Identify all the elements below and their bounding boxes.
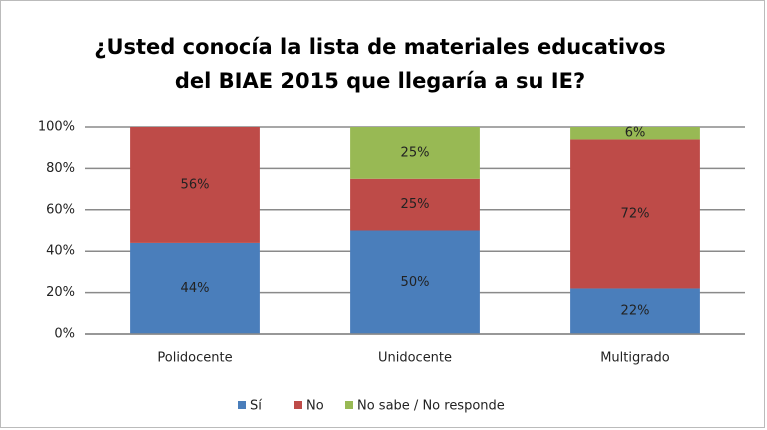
- x-tick-label: Multigrado: [600, 351, 670, 366]
- legend-swatch: [238, 401, 246, 409]
- y-tick-label: 20%: [46, 285, 75, 300]
- data-label: 50%: [401, 275, 430, 290]
- bar-segment: [350, 230, 480, 334]
- bar-segment: [130, 127, 260, 243]
- y-tick-label: 60%: [46, 202, 75, 217]
- x-tick-label: Unidocente: [378, 351, 452, 366]
- bar-segment: [350, 127, 480, 179]
- y-tick-label: 0%: [54, 327, 75, 342]
- bar-segment: [570, 127, 700, 140]
- data-label: 72%: [621, 206, 650, 221]
- x-tick-label: Polidocente: [157, 351, 232, 366]
- legend-label: No: [306, 399, 324, 414]
- data-label: 22%: [621, 304, 650, 319]
- bar-segment: [570, 288, 700, 334]
- legend-label: No sabe / No responde: [357, 399, 505, 414]
- y-tick-label: 80%: [46, 161, 75, 176]
- legend-swatch: [345, 401, 353, 409]
- chart-title: del BIAE 2015 que llegaría a su IE?: [175, 69, 585, 93]
- bar-segment: [570, 139, 700, 289]
- data-label: 56%: [181, 177, 210, 192]
- bar-segment: [130, 242, 260, 334]
- data-label: 6%: [625, 126, 646, 141]
- bar-segment: [350, 178, 480, 231]
- y-tick-label: 40%: [46, 244, 75, 259]
- y-tick-label: 100%: [38, 120, 75, 135]
- data-label: 44%: [181, 281, 210, 296]
- legend-label: Sí: [250, 399, 262, 414]
- chart-title: ¿Usted conocía la lista de materiales ed…: [94, 35, 665, 59]
- legend-swatch: [294, 401, 302, 409]
- data-label: 25%: [401, 145, 430, 160]
- data-label: 25%: [401, 197, 430, 212]
